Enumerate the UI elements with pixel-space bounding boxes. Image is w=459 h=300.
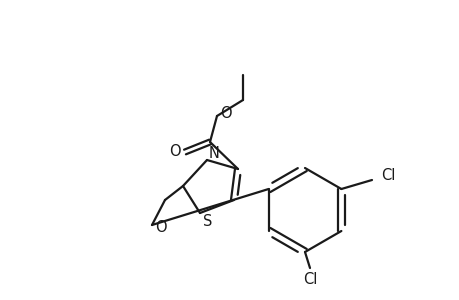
Text: Cl: Cl [380,167,394,182]
Text: O: O [220,106,231,121]
Text: Cl: Cl [302,272,317,287]
Text: O: O [155,220,167,235]
Text: S: S [203,214,212,229]
Text: N: N [208,146,219,161]
Text: O: O [169,145,180,160]
